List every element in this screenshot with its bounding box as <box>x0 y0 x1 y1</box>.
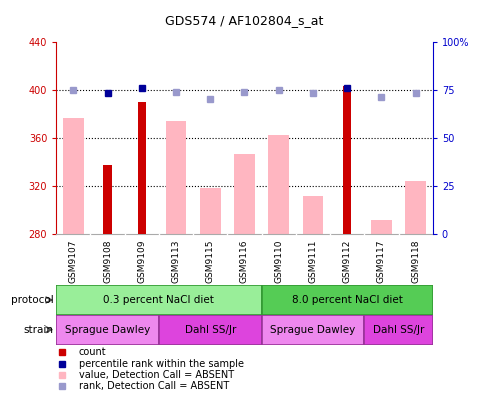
Bar <box>200 188 220 234</box>
Bar <box>234 154 254 234</box>
Bar <box>405 181 425 234</box>
Text: rank, Detection Call = ABSENT: rank, Detection Call = ABSENT <box>79 381 228 391</box>
Bar <box>56 285 261 315</box>
Text: GSM9109: GSM9109 <box>137 240 146 283</box>
Text: count: count <box>79 347 106 357</box>
Bar <box>103 165 112 234</box>
Text: GSM9115: GSM9115 <box>205 240 214 283</box>
Bar <box>364 315 432 345</box>
Text: GDS574 / AF102804_s_at: GDS574 / AF102804_s_at <box>165 14 323 27</box>
Bar <box>268 135 288 234</box>
Text: Dahl SS/Jr: Dahl SS/Jr <box>184 325 236 335</box>
Text: Sprague Dawley: Sprague Dawley <box>270 325 355 335</box>
Bar <box>165 121 186 234</box>
Bar <box>370 221 391 234</box>
Text: GSM9112: GSM9112 <box>342 240 351 283</box>
Text: GSM9118: GSM9118 <box>410 240 419 283</box>
Text: strain: strain <box>24 325 54 335</box>
Text: value, Detection Call = ABSENT: value, Detection Call = ABSENT <box>79 370 233 380</box>
Bar <box>261 315 364 345</box>
Text: GSM9116: GSM9116 <box>240 240 248 283</box>
Text: GSM9117: GSM9117 <box>376 240 385 283</box>
Text: GSM9111: GSM9111 <box>308 240 317 283</box>
Text: Sprague Dawley: Sprague Dawley <box>65 325 150 335</box>
Text: 0.3 percent NaCl diet: 0.3 percent NaCl diet <box>103 295 214 305</box>
Bar <box>56 315 159 345</box>
Text: percentile rank within the sample: percentile rank within the sample <box>79 358 244 369</box>
Text: GSM9110: GSM9110 <box>274 240 283 283</box>
Bar <box>63 118 83 234</box>
Bar <box>261 285 432 315</box>
Text: GSM9113: GSM9113 <box>171 240 180 283</box>
Bar <box>302 196 323 234</box>
Bar <box>137 102 146 234</box>
Text: GSM9108: GSM9108 <box>103 240 112 283</box>
Bar <box>159 315 261 345</box>
Text: GSM9107: GSM9107 <box>69 240 78 283</box>
Bar <box>342 86 351 234</box>
Text: protocol: protocol <box>11 295 54 305</box>
Text: Dahl SS/Jr: Dahl SS/Jr <box>372 325 424 335</box>
Text: 8.0 percent NaCl diet: 8.0 percent NaCl diet <box>291 295 402 305</box>
